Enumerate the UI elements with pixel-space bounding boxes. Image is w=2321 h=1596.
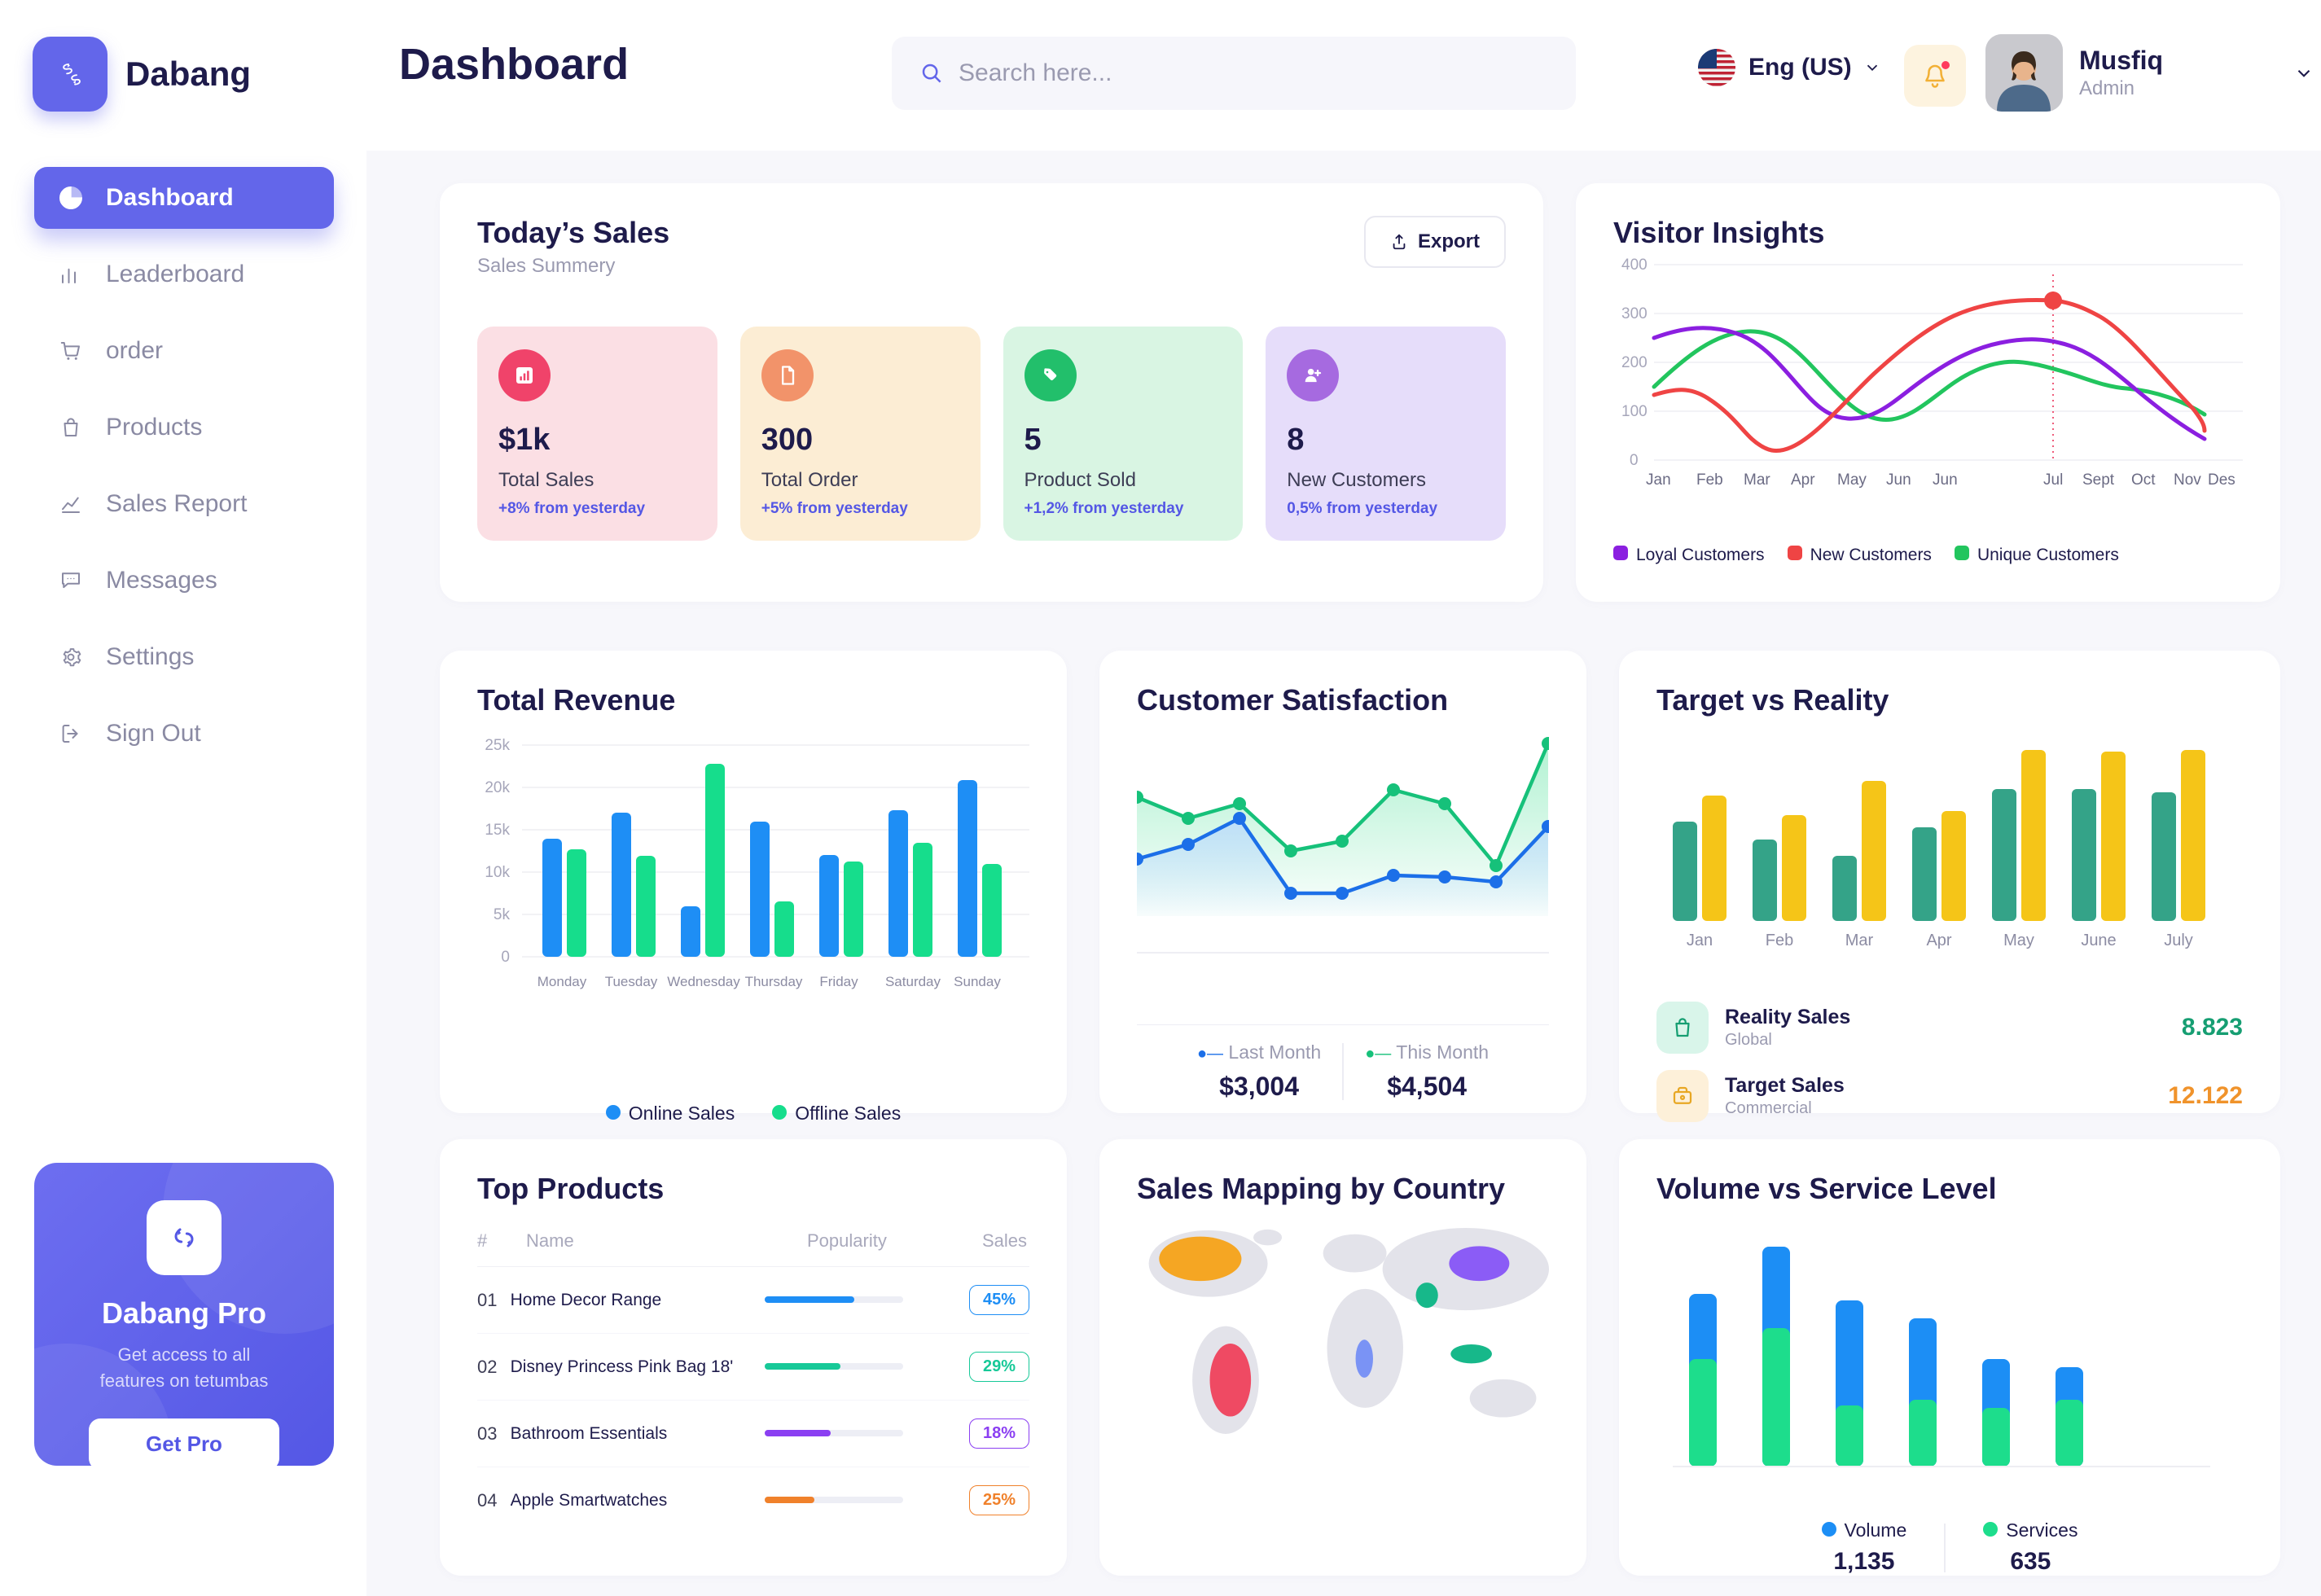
- svg-text:July: July: [2164, 932, 2193, 949]
- svg-text:Jul: Jul: [2043, 471, 2063, 489]
- svg-text:Saturday: Saturday: [885, 974, 941, 989]
- svg-text:400: 400: [1621, 258, 1648, 274]
- svg-text:25k: 25k: [485, 737, 510, 754]
- svg-text:Des: Des: [2208, 471, 2235, 489]
- svg-text:0: 0: [1630, 452, 1639, 469]
- svg-text:300: 300: [1621, 305, 1648, 322]
- svg-text:Tuesday: Tuesday: [605, 974, 658, 989]
- svg-text:May: May: [1837, 471, 1867, 489]
- svg-text:5k: 5k: [494, 906, 511, 923]
- svg-text:Thursday: Thursday: [745, 974, 803, 989]
- svg-text:Feb: Feb: [1696, 471, 1723, 489]
- svg-text:Sept: Sept: [2082, 471, 2115, 489]
- svg-text:June: June: [2081, 932, 2116, 949]
- svg-text:Mar: Mar: [1845, 932, 1874, 949]
- svg-text:Apr: Apr: [1791, 471, 1815, 489]
- svg-text:Apr: Apr: [1926, 932, 1951, 949]
- svg-text:Jan: Jan: [1687, 932, 1713, 949]
- svg-text:200: 200: [1621, 354, 1648, 371]
- svg-text:Jun: Jun: [1886, 471, 1911, 489]
- svg-text:Oct: Oct: [2131, 471, 2156, 489]
- svg-text:May: May: [2003, 932, 2034, 949]
- svg-text:Monday: Monday: [537, 974, 587, 989]
- svg-text:15k: 15k: [485, 822, 510, 839]
- svg-text:Wednesday: Wednesday: [667, 974, 740, 989]
- svg-text:Nov: Nov: [2174, 471, 2201, 489]
- svg-text:Mar: Mar: [1744, 471, 1770, 489]
- svg-text:100: 100: [1621, 403, 1648, 420]
- svg-text:Jun: Jun: [1933, 471, 1958, 489]
- svg-text:Jan: Jan: [1646, 471, 1671, 489]
- svg-text:Sunday: Sunday: [954, 974, 1001, 989]
- svg-text:10k: 10k: [485, 864, 510, 881]
- svg-text:Feb: Feb: [1766, 932, 1793, 949]
- svg-text:Friday: Friday: [819, 974, 858, 989]
- svg-text:20k: 20k: [485, 779, 510, 796]
- svg-text:0: 0: [501, 949, 510, 966]
